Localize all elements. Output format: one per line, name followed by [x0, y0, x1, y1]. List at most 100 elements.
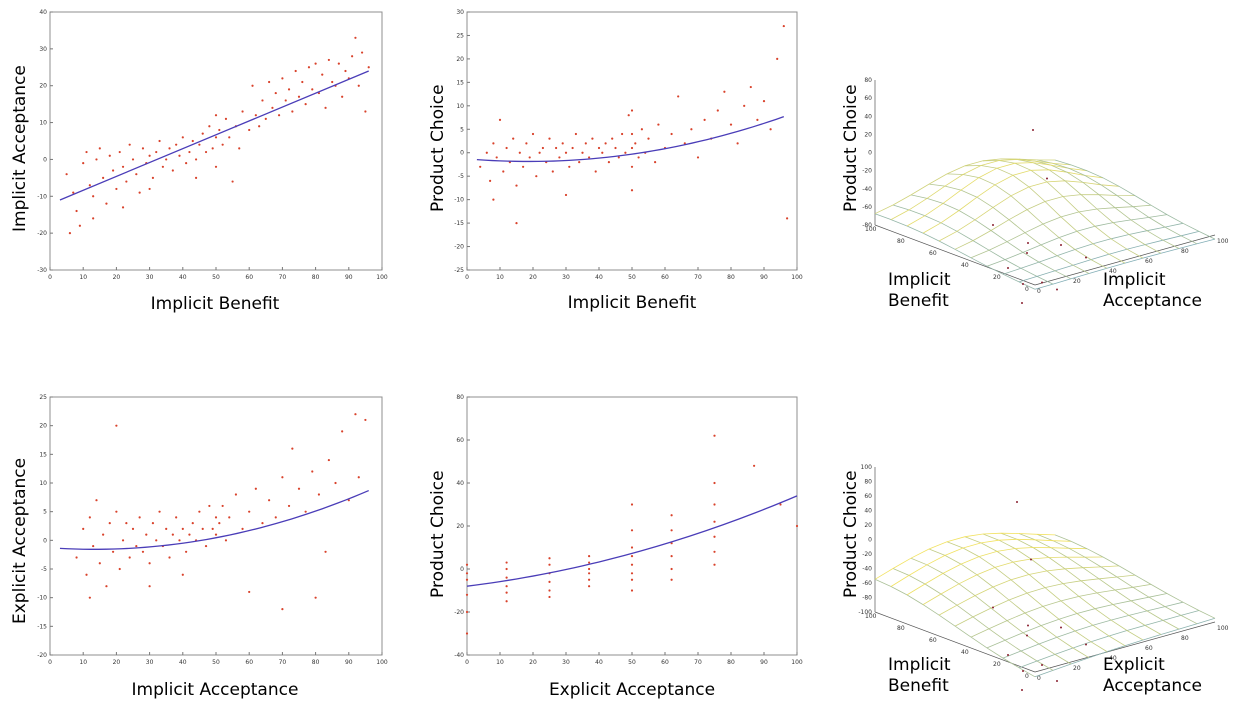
- z-tick-label: 0: [868, 150, 872, 157]
- data-point: [551, 170, 554, 173]
- data-point: [254, 114, 257, 117]
- data-point: [105, 202, 108, 205]
- x-tick-label: 40: [595, 274, 603, 281]
- z-tick-label: 40: [864, 113, 872, 120]
- data-point: [274, 516, 277, 519]
- data-point: [95, 158, 98, 161]
- data-point: [548, 580, 551, 584]
- y-tick-label: 80: [897, 625, 905, 632]
- y-axis-label: Implicit Benefit: [888, 655, 951, 696]
- fit-line: [59, 489, 369, 550]
- data-point: [175, 143, 178, 146]
- data-point: [736, 142, 739, 145]
- data-point: [208, 504, 211, 508]
- data-point: [505, 591, 508, 594]
- data-point: [108, 154, 111, 157]
- data-point: [185, 162, 188, 165]
- data-point: [307, 66, 311, 69]
- data-point: [214, 533, 218, 536]
- data-point: [214, 114, 218, 117]
- x-tick-label: 30: [562, 659, 570, 666]
- data-point: [291, 447, 294, 450]
- y-tick-label: 0: [43, 156, 47, 163]
- data-point: [611, 137, 614, 140]
- data-point: [241, 527, 244, 530]
- data-point: [630, 165, 634, 168]
- data-point: [1085, 643, 1087, 646]
- data-point: [498, 118, 502, 121]
- data-point: [1085, 256, 1087, 259]
- data-point: [85, 573, 88, 576]
- y-tick-label: 40: [961, 649, 969, 656]
- x-tick-label: 0: [465, 274, 469, 281]
- y-tick-label: -40: [454, 652, 464, 659]
- data-point: [281, 476, 284, 479]
- data-point: [324, 106, 327, 109]
- data-point: [1021, 302, 1023, 304]
- data-point: [214, 136, 218, 139]
- data-point: [713, 481, 716, 485]
- data-point: [194, 176, 198, 179]
- data-point: [561, 142, 564, 145]
- data-point: [248, 510, 251, 513]
- mesh-line: [922, 556, 1104, 605]
- x-tick-label: 40: [179, 274, 187, 281]
- data-point: [297, 487, 301, 490]
- x-tick-label: 100: [791, 659, 803, 666]
- data-point: [327, 458, 330, 462]
- data-point: [630, 146, 634, 150]
- data-point: [211, 147, 214, 150]
- data-point: [630, 132, 634, 136]
- y-axis-line: [874, 611, 1036, 673]
- mesh-line: [1018, 533, 1180, 630]
- data-point: [1060, 626, 1062, 629]
- data-point: [82, 527, 85, 530]
- data-point: [148, 562, 151, 565]
- data-point: [670, 578, 673, 581]
- data-point: [102, 176, 105, 179]
- data-point: [505, 576, 508, 579]
- data-point: [776, 57, 779, 61]
- data-point: [505, 146, 508, 150]
- x-tick-label: 70: [694, 274, 702, 281]
- data-point: [102, 533, 105, 536]
- data-point: [234, 493, 238, 496]
- data-point: [1027, 624, 1029, 627]
- data-point: [65, 173, 68, 176]
- data-point: [364, 110, 367, 113]
- data-point: [115, 187, 118, 191]
- y-tick-label: 10: [39, 120, 47, 127]
- fit-line: [59, 70, 369, 201]
- data-point: [594, 170, 597, 173]
- x-tick-label: 0: [48, 659, 52, 666]
- mesh-line: [964, 536, 1126, 647]
- data-point: [555, 146, 558, 150]
- data-point: [201, 132, 204, 135]
- x-tick-label: 100: [376, 274, 388, 281]
- data-point: [512, 137, 515, 140]
- mesh-line: [1036, 533, 1198, 625]
- data-point: [291, 110, 294, 113]
- mesh-line: [910, 557, 1072, 665]
- data-point: [505, 567, 508, 571]
- data-point: [181, 527, 184, 530]
- data-point: [604, 142, 607, 145]
- data-point: [670, 514, 673, 517]
- data-point: [630, 563, 634, 566]
- data-point: [224, 117, 228, 120]
- mesh-line: [982, 533, 1144, 641]
- data-point: [72, 191, 75, 194]
- data-point: [268, 499, 271, 502]
- data-point: [218, 128, 221, 132]
- data-point: [165, 527, 168, 530]
- data-point: [723, 90, 726, 93]
- mesh-line: [938, 565, 1120, 616]
- x-tick-label: 20: [113, 659, 121, 666]
- data-point: [108, 522, 111, 525]
- x-tick-label: 100: [1217, 625, 1229, 632]
- data-point: [630, 555, 634, 558]
- data-point: [351, 55, 354, 58]
- x-tick-label: 80: [727, 659, 735, 666]
